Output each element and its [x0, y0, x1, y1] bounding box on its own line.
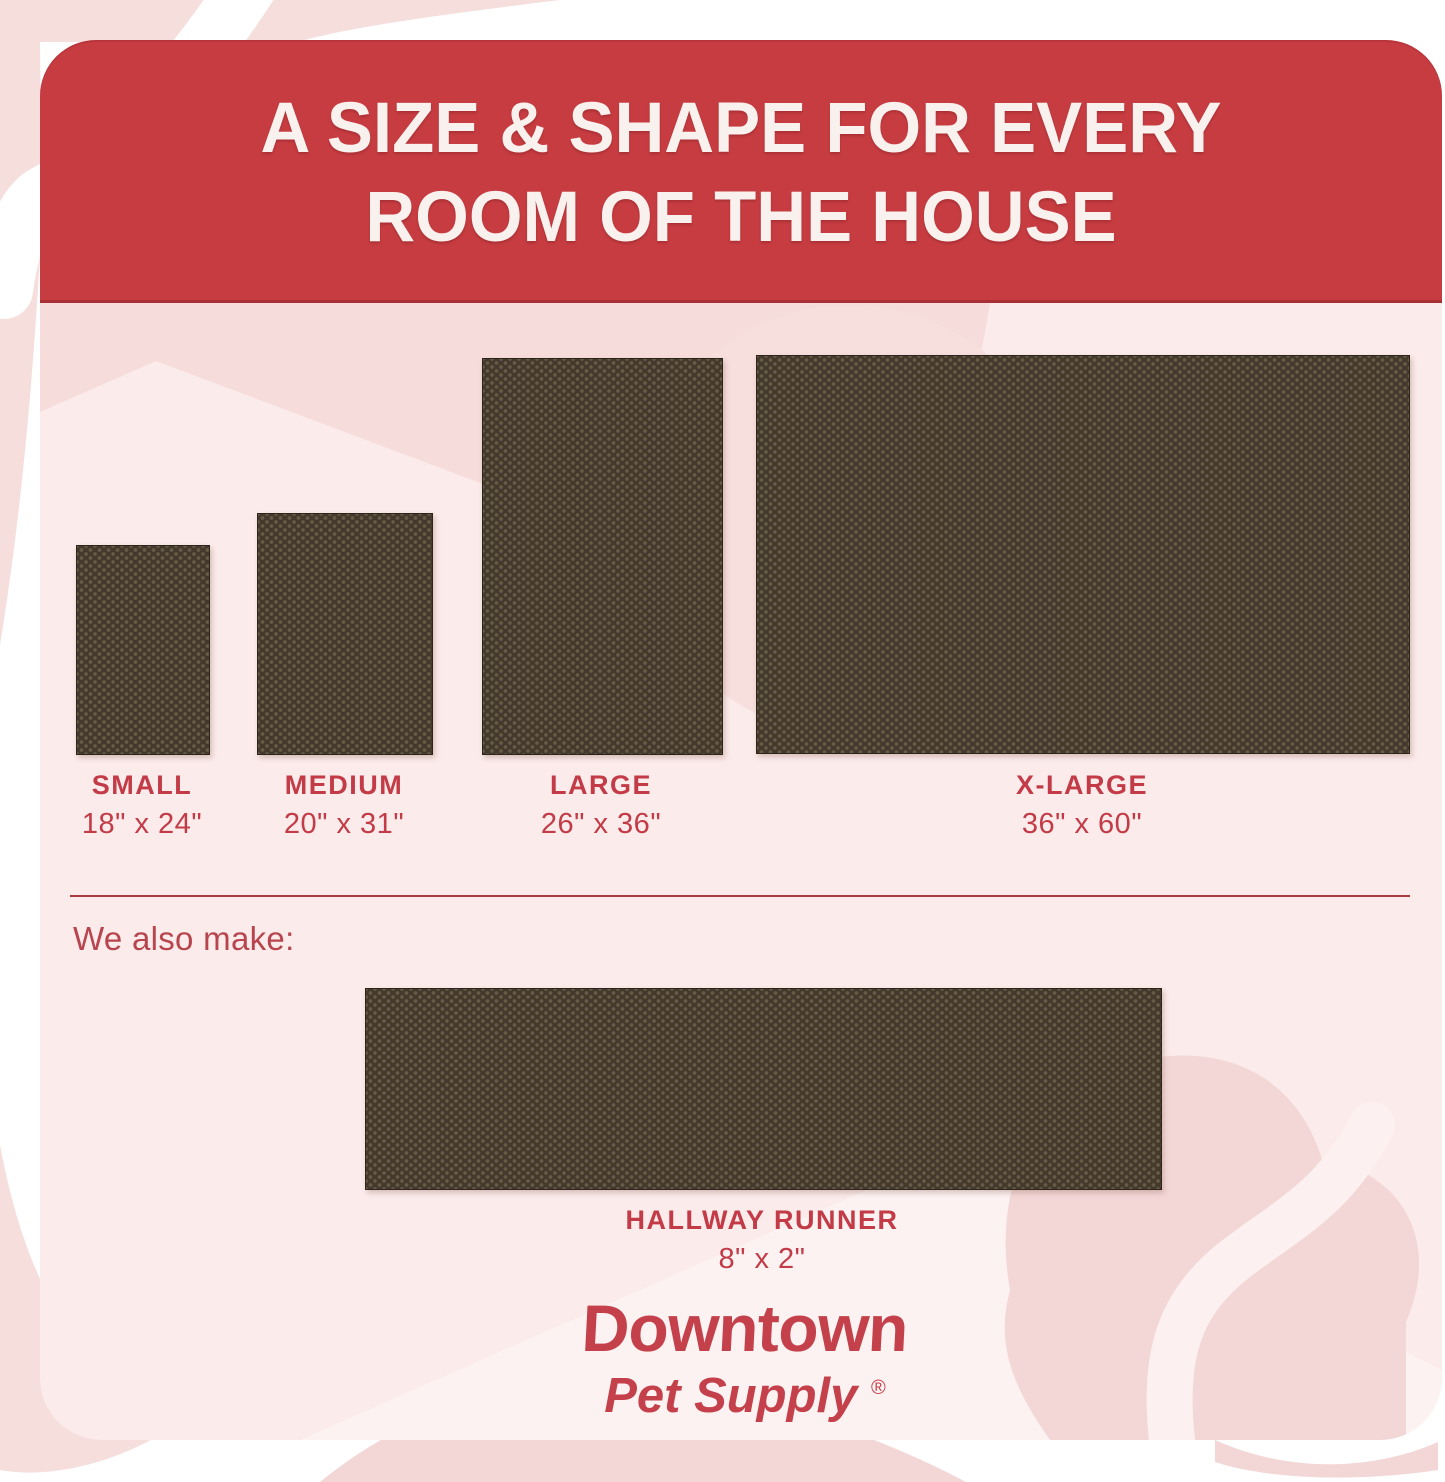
- header-title-line1: A SIZE & SHAPE FOR EVERY: [260, 86, 1222, 168]
- size-label-medium: MEDIUM 20" x 31": [184, 770, 504, 841]
- rug-swatch-xlarge: [756, 355, 1410, 754]
- size-dimensions: 36" x 60": [1021, 808, 1143, 840]
- size-dimensions: 8" x 2": [718, 1243, 806, 1275]
- section-divider: [70, 895, 1410, 897]
- size-name: MEDIUM: [284, 770, 404, 800]
- rug-swatch-hallway-runner: [365, 988, 1162, 1190]
- size-name: X-LARGE: [1016, 770, 1148, 800]
- size-dimensions: 20" x 31": [283, 808, 405, 840]
- registered-mark: ®: [871, 1377, 886, 1399]
- size-name: HALLWAY RUNNER: [625, 1205, 899, 1235]
- rug-swatch-small: [76, 545, 210, 755]
- size-label-xlarge: X-LARGE 36" x 60": [922, 770, 1242, 841]
- header-title-line2: ROOM OF THE HOUSE: [365, 175, 1117, 257]
- rug-swatch-large: [482, 358, 723, 755]
- size-name: LARGE: [550, 770, 652, 800]
- brand-name: Downtown: [580, 1291, 910, 1365]
- header-banner: A SIZE & SHAPE FOR EVERY ROOM OF THE HOU…: [40, 40, 1442, 303]
- size-label-small: SMALL 18" x 24": [0, 770, 302, 841]
- brand-logo: Downtown Pet Supply ®: [445, 1291, 1045, 1424]
- size-name: SMALL: [91, 770, 193, 800]
- brand-tagline: Pet Supply ®: [604, 1369, 886, 1423]
- also-make-label: We also make:: [73, 920, 295, 957]
- size-label-large: LARGE 26" x 36": [441, 770, 761, 841]
- size-dimensions: 26" x 36": [540, 808, 662, 840]
- size-dimensions: 18" x 24": [81, 808, 203, 840]
- size-label-hallway-runner: HALLWAY RUNNER 8" x 2": [602, 1205, 922, 1276]
- rug-swatch-medium: [257, 513, 433, 755]
